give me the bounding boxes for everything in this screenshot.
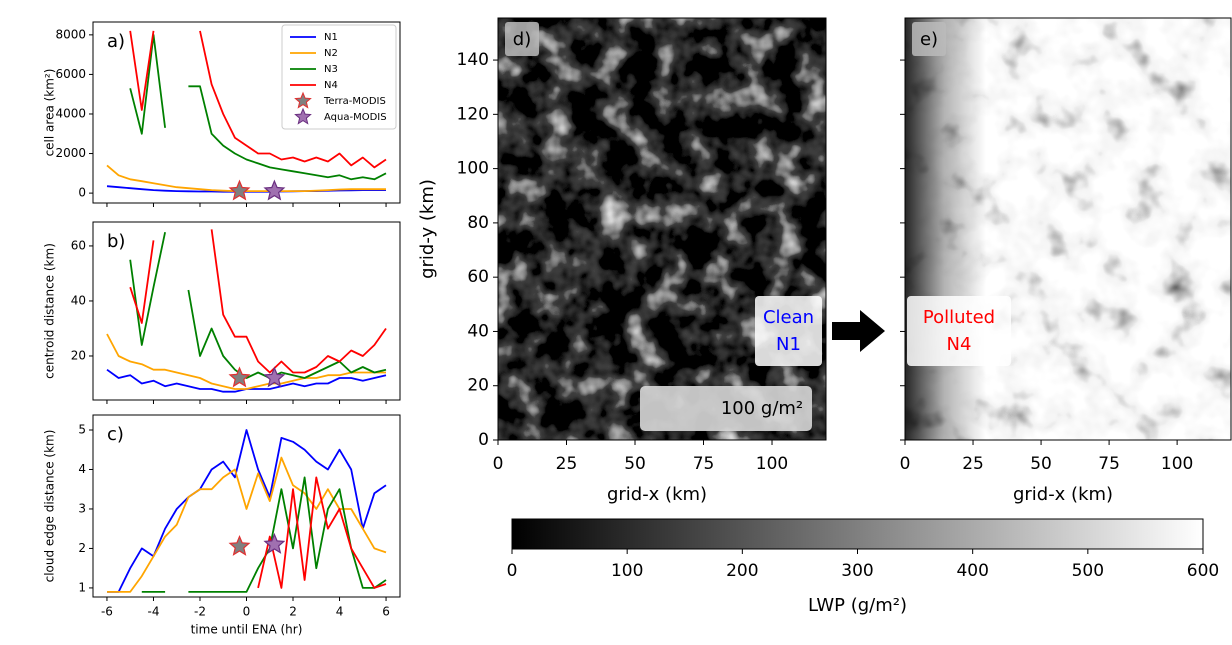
y-tick-label: 4000 (55, 106, 86, 120)
x-tick-label: 600 (1187, 561, 1219, 581)
arrow (832, 310, 885, 352)
x-tick-label: 6 (382, 605, 390, 619)
y-axis-label: centroid distance (km) (43, 243, 57, 379)
plot-frame (497, 17, 827, 441)
y-tick-label: 120 (457, 104, 489, 124)
panel-label: a) (107, 31, 125, 52)
y-tick-label: 100 (457, 159, 489, 179)
y-tick-label: 60 (71, 238, 86, 252)
series-line (106, 333, 386, 390)
lwp-field (498, 18, 826, 440)
annotation-text: N4 (947, 334, 972, 355)
annotation-text: Polluted (923, 307, 995, 328)
panel-label-box (912, 22, 946, 56)
annotation-text: N1 (776, 334, 801, 355)
x-tick-label: 300 (841, 561, 873, 581)
x-tick-label: 50 (624, 454, 646, 474)
series-line (106, 164, 386, 192)
panel-label: b) (107, 231, 125, 252)
y-tick-label: 2 (78, 541, 86, 555)
x-tick-label: 100 (1161, 454, 1193, 474)
legend-label: N1 (324, 32, 338, 43)
satellite-star (263, 179, 286, 201)
y-tick-label: 0 (478, 430, 489, 450)
series-line (129, 34, 387, 181)
x-tick-label: 0 (493, 454, 504, 474)
x-tick-label: 0 (900, 454, 911, 474)
x-tick-label: 0 (507, 561, 518, 581)
satellite-star (263, 532, 286, 554)
satellite-star (228, 366, 251, 388)
panel-label: c) (107, 424, 124, 445)
satellite-star (228, 179, 251, 201)
y-tick-label: 1 (78, 580, 86, 594)
y-tick-label: 40 (71, 293, 86, 307)
colorbar-label: LWP (g/m²) (808, 595, 907, 616)
x-tick-label: 75 (1098, 454, 1120, 474)
legend-label: N4 (324, 80, 338, 91)
legend-box (281, 24, 397, 130)
x-tick-label: 50 (1030, 454, 1052, 474)
x-tick-label: -2 (194, 605, 206, 619)
x-tick-label: 2 (289, 605, 297, 619)
x-tick-label: 400 (956, 561, 988, 581)
x-axis-label: time until ENA (hr) (191, 623, 303, 637)
series-line (129, 232, 387, 379)
annotation-text: Clean (763, 307, 814, 328)
x-tick-label: -4 (147, 605, 159, 619)
x-tick-label: 100 (611, 561, 643, 581)
y-tick-label: 4 (78, 462, 86, 476)
scale-box (640, 386, 812, 431)
x-axis-label: grid-x (km) (607, 484, 707, 505)
series-line (129, 30, 387, 169)
x-axis-label: grid-x (km) (1013, 484, 1113, 505)
x-tick-label: 4 (336, 605, 344, 619)
annotation-box (755, 296, 822, 366)
y-tick-label: 5 (78, 423, 86, 437)
legend-star (294, 91, 312, 109)
x-tick-label: 0 (243, 605, 251, 619)
y-tick-label: 20 (467, 376, 489, 396)
scale-label: 100 g/m² (721, 398, 803, 419)
x-tick-label: 25 (556, 454, 578, 474)
series-line (141, 476, 387, 593)
y-tick-label: 80 (467, 213, 489, 233)
x-tick-label: 75 (693, 454, 715, 474)
y-tick-label: 60 (467, 267, 489, 287)
y-tick-label: 20 (71, 348, 86, 362)
series-line (257, 476, 387, 589)
panel-label-box (505, 22, 539, 56)
x-tick-label: 500 (1072, 561, 1104, 581)
y-tick-label: 3 (78, 501, 86, 515)
legend-label: Terra-MODIS (323, 96, 386, 107)
legend-label: N2 (324, 48, 338, 59)
y-axis-label: cell area (km²) (43, 69, 57, 157)
panel-label: d) (513, 29, 531, 50)
plot-frame (904, 17, 1232, 441)
x-tick-label: 25 (962, 454, 984, 474)
series-line (129, 229, 387, 374)
colorbar (511, 518, 1204, 550)
y-tick-label: 0 (78, 186, 86, 200)
x-tick-label: -6 (101, 605, 113, 619)
satellite-star (228, 534, 251, 556)
x-tick-label: 200 (726, 561, 758, 581)
y-tick-label: 140 (457, 50, 489, 70)
y-axis-label: cloud edge distance (km) (43, 430, 57, 583)
y-tick-label: 6000 (55, 67, 86, 81)
lwp-field-shade (905, 18, 1231, 440)
legend-label: N3 (324, 64, 338, 75)
satellite-star (263, 366, 286, 388)
y-tick-label: 2000 (55, 146, 86, 160)
x-tick-label: 100 (756, 454, 788, 474)
y-tick-label: 40 (467, 321, 489, 341)
y-axis-label: grid-y (km) (417, 179, 438, 279)
legend: N1 N2 N3 N4 Terra-MODIS Aqua-MODIS (281, 24, 397, 130)
panel-label: e) (920, 29, 938, 50)
legend-star (294, 107, 312, 125)
annotation-box (907, 296, 1011, 366)
legend-label: Aqua-MODIS (324, 112, 387, 123)
y-tick-label: 8000 (55, 27, 86, 41)
